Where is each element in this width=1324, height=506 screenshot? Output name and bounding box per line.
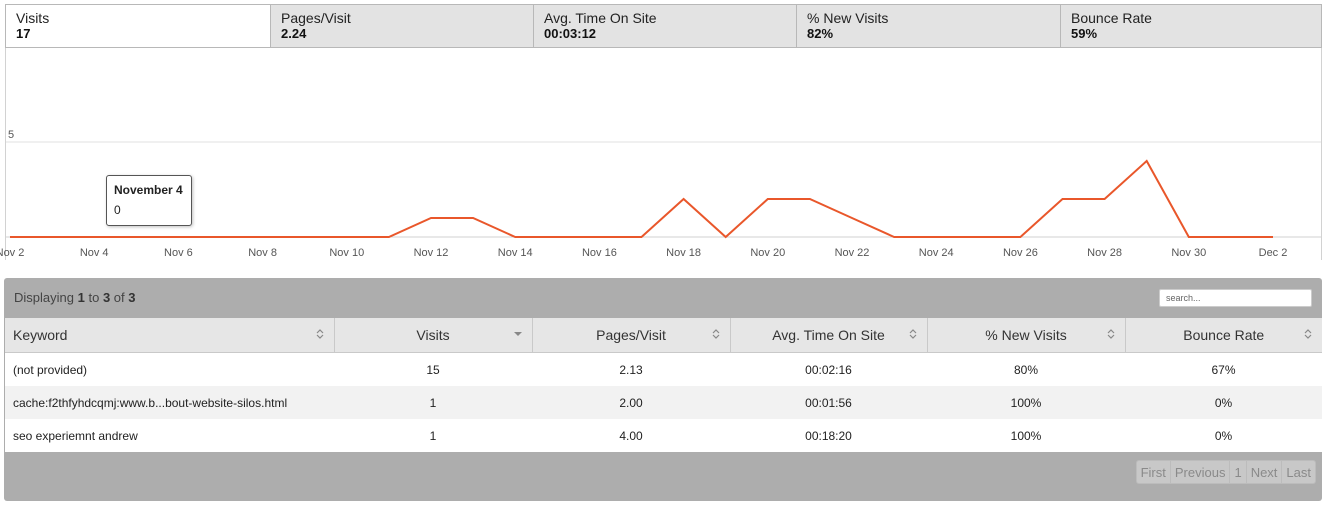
search-input[interactable] bbox=[1159, 289, 1312, 307]
cell-keyword: (not provided) bbox=[5, 352, 334, 386]
table-row[interactable]: (not provided) 15 2.13 00:02:16 80% 67% bbox=[5, 352, 1322, 386]
tab-label: Pages/Visit bbox=[281, 10, 351, 26]
cell-visits: 1 bbox=[334, 386, 532, 419]
column-header-label: Bounce Rate bbox=[1183, 327, 1265, 343]
column-header-label: Pages/Visit bbox=[596, 327, 666, 343]
sort-both-icon bbox=[1107, 329, 1114, 339]
pager-page-button[interactable]: 1 bbox=[1229, 460, 1247, 484]
cell-bounce-rate: 0% bbox=[1125, 386, 1322, 419]
cell-visits: 15 bbox=[334, 352, 532, 386]
cell-new-visits: 100% bbox=[927, 419, 1125, 452]
column-header-bounce-rate[interactable]: Bounce Rate bbox=[1125, 318, 1322, 353]
keyword-table-panel: Displaying 1 to 3 of 3 Keyword Visits bbox=[4, 278, 1322, 501]
column-header-label: Visits bbox=[416, 327, 450, 343]
visits-line-chart: 5 Nov 2 Nov 4 Nov 6 Nov 8 Nov 10 Nov 12 Nov 14 N… bbox=[0, 129, 1321, 259]
table-toolbar: Displaying 1 to 3 of 3 bbox=[4, 278, 1322, 318]
displaying-of-word: of bbox=[113, 290, 125, 305]
tab-value: 59% bbox=[1071, 26, 1098, 41]
pager-last-button[interactable]: Last bbox=[1281, 460, 1316, 484]
pager-previous-button[interactable]: Previous bbox=[1169, 460, 1231, 484]
tab-value: 82% bbox=[807, 26, 834, 41]
x-tick-label: Nov 24 bbox=[919, 247, 954, 259]
x-tick-label: Nov 2 bbox=[0, 247, 24, 259]
column-header-keyword[interactable]: Keyword bbox=[5, 318, 335, 353]
cell-avg-time: 00:18:20 bbox=[730, 419, 927, 452]
table-row[interactable]: cache:f2thfyhdcqmj:www.b...bout-website-… bbox=[5, 386, 1322, 419]
cell-pages-per-visit: 2.13 bbox=[532, 352, 730, 386]
displaying-to: 3 bbox=[102, 290, 111, 305]
tab-value: 00:03:12 bbox=[544, 26, 597, 41]
displaying-from: 1 bbox=[77, 290, 85, 305]
cell-avg-time: 00:02:16 bbox=[730, 352, 927, 386]
x-tick-label: Nov 16 bbox=[582, 247, 617, 259]
x-tick-label: Nov 14 bbox=[498, 247, 533, 259]
cell-new-visits: 100% bbox=[927, 386, 1125, 419]
pager-next-button[interactable]: Next bbox=[1245, 460, 1283, 484]
x-tick-label: Nov 12 bbox=[414, 247, 449, 259]
y-tick-label: 5 bbox=[8, 129, 14, 141]
displaying-total: 3 bbox=[128, 290, 136, 305]
x-tick-label: Nov 10 bbox=[329, 247, 364, 259]
sort-both-icon bbox=[316, 329, 323, 339]
tab-label: Avg. Time On Site bbox=[544, 10, 657, 26]
tooltip-value: 0 bbox=[114, 203, 121, 217]
cell-keyword: seo experiemnt andrew bbox=[5, 419, 334, 452]
cell-pages-per-visit: 4.00 bbox=[532, 419, 730, 452]
tab-label: Bounce Rate bbox=[1071, 10, 1152, 26]
x-tick-label: Nov 22 bbox=[835, 247, 870, 259]
x-tick-label: Nov 28 bbox=[1087, 247, 1122, 259]
series-line-visits bbox=[10, 159, 1273, 239]
cell-new-visits: 80% bbox=[927, 352, 1125, 386]
column-header-visits[interactable]: Visits bbox=[334, 318, 533, 353]
sort-both-icon bbox=[909, 329, 916, 339]
x-tick-label: Nov 8 bbox=[248, 247, 277, 259]
chart-area bbox=[5, 48, 1322, 260]
column-header-avg-time-on-site[interactable]: Avg. Time On Site bbox=[730, 318, 928, 353]
pager-first-button[interactable]: First bbox=[1135, 460, 1171, 484]
table-header-row: Keyword Visits Pages/Visit Avg. Time On … bbox=[5, 318, 1322, 353]
x-tick-label: Dec 2 bbox=[1259, 247, 1288, 259]
cell-keyword: cache:f2thfyhdcqmj:www.b...bout-website-… bbox=[5, 386, 334, 419]
displaying-prefix: Displaying bbox=[14, 290, 74, 305]
x-tick-label: Nov 30 bbox=[1171, 247, 1206, 259]
tab-pages-per-visit[interactable]: Pages/Visit 2.24 bbox=[270, 5, 533, 47]
pagination: First Previous 1 Next Last bbox=[1135, 460, 1316, 484]
cell-avg-time: 00:01:56 bbox=[730, 386, 927, 419]
keyword-table: Keyword Visits Pages/Visit Avg. Time On … bbox=[5, 318, 1322, 452]
tab-label: Visits bbox=[16, 10, 50, 26]
column-header-new-visits[interactable]: % New Visits bbox=[927, 318, 1126, 353]
displaying-to-word: to bbox=[88, 290, 100, 305]
sort-both-icon bbox=[1304, 329, 1312, 339]
tab-new-visits[interactable]: % New Visits 82% bbox=[796, 5, 1060, 47]
column-header-label: Avg. Time On Site bbox=[772, 327, 885, 343]
tab-value: 2.24 bbox=[281, 26, 307, 41]
displaying-text: Displaying 1 to 3 of 3 bbox=[14, 290, 136, 305]
cell-bounce-rate: 67% bbox=[1125, 352, 1322, 386]
column-header-label: % New Visits bbox=[985, 327, 1067, 343]
chart-tooltip: November 4 0 bbox=[106, 175, 192, 226]
metric-tabs: Visits 17 Pages/Visit 2.24 Avg. Time On … bbox=[5, 4, 1322, 48]
sort-descending-icon bbox=[513, 332, 522, 336]
x-tick-label: Nov 4 bbox=[80, 247, 109, 259]
tab-label: % New Visits bbox=[807, 10, 889, 26]
table-row[interactable]: seo experiemnt andrew 1 4.00 00:18:20 10… bbox=[5, 419, 1322, 452]
column-header-pages-per-visit[interactable]: Pages/Visit bbox=[532, 318, 731, 353]
x-tick-label: Nov 26 bbox=[1003, 247, 1038, 259]
x-tick-label: Nov 6 bbox=[164, 247, 193, 259]
tooltip-title: November 4 bbox=[114, 183, 183, 197]
x-tick-label: Nov 20 bbox=[750, 247, 785, 259]
cell-bounce-rate: 0% bbox=[1125, 419, 1322, 452]
cell-visits: 1 bbox=[334, 419, 532, 452]
tab-visits[interactable]: Visits 17 bbox=[6, 5, 270, 47]
cell-pages-per-visit: 2.00 bbox=[532, 386, 730, 419]
x-tick-label: Nov 18 bbox=[666, 247, 701, 259]
column-header-label: Keyword bbox=[13, 327, 68, 343]
tab-value: 17 bbox=[16, 26, 31, 41]
sort-both-icon bbox=[712, 329, 719, 339]
tab-bounce-rate[interactable]: Bounce Rate 59% bbox=[1060, 5, 1321, 47]
tab-avg-time-on-site[interactable]: Avg. Time On Site 00:03:12 bbox=[533, 5, 796, 47]
